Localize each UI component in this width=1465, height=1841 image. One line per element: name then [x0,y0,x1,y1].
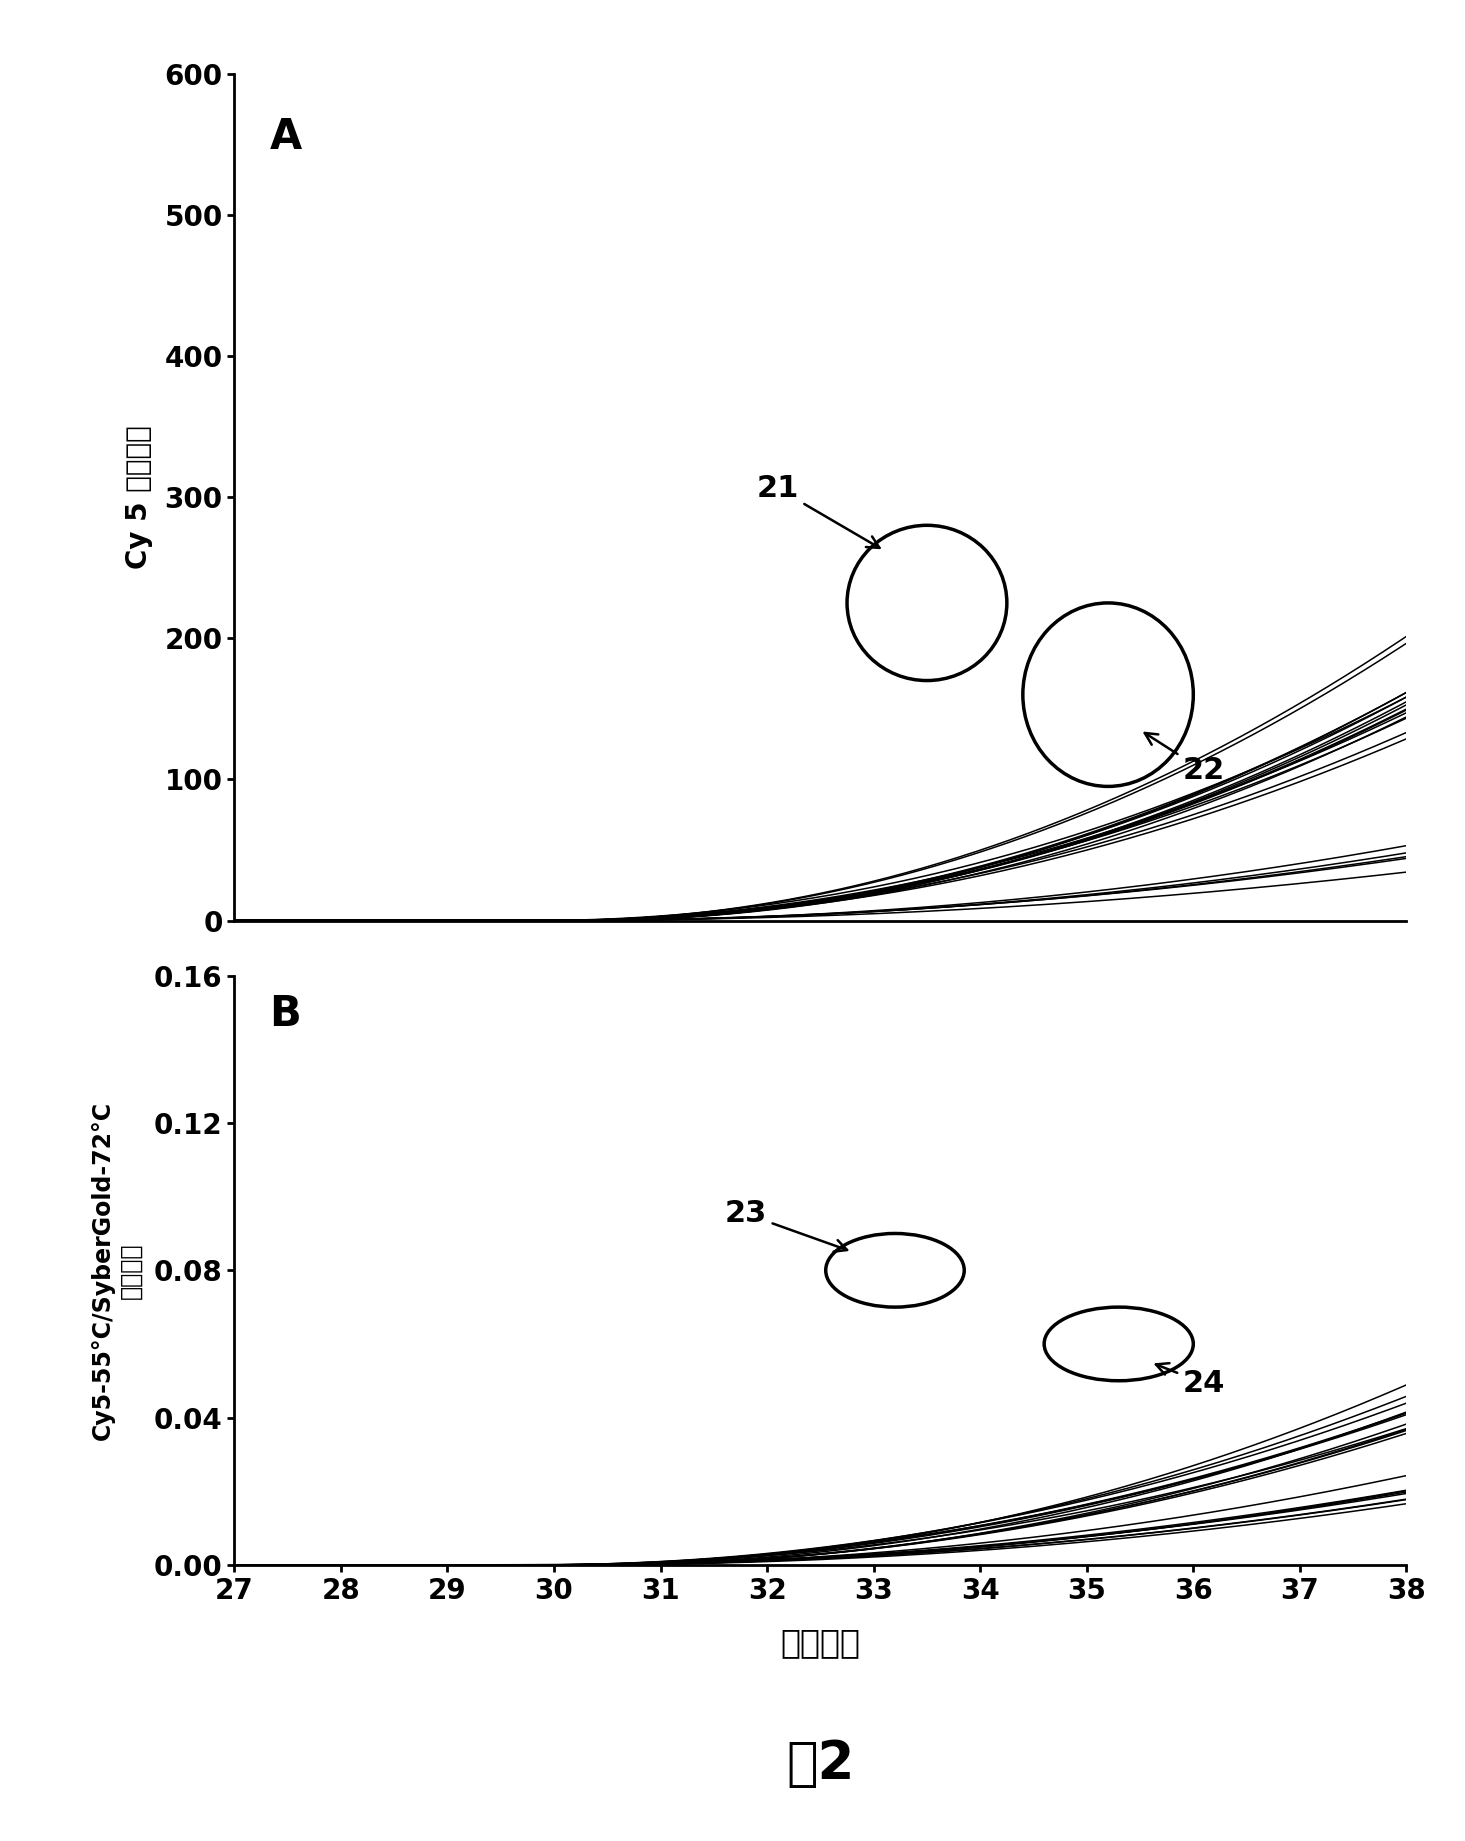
Text: 图2: 图2 [787,1738,854,1789]
Y-axis label: Cy 5 荧光单位: Cy 5 荧光单位 [125,425,154,569]
Y-axis label: Cy5-55°C/SyberGold-72°C
荧光比率: Cy5-55°C/SyberGold-72°C 荧光比率 [91,1101,142,1440]
Text: 21: 21 [757,475,879,549]
Text: B: B [270,994,302,1035]
Text: 23: 23 [725,1200,847,1252]
Text: 22: 22 [1144,733,1225,786]
Text: 24: 24 [1156,1362,1225,1397]
Text: 循环数目: 循环数目 [781,1626,860,1659]
Text: A: A [270,116,302,158]
